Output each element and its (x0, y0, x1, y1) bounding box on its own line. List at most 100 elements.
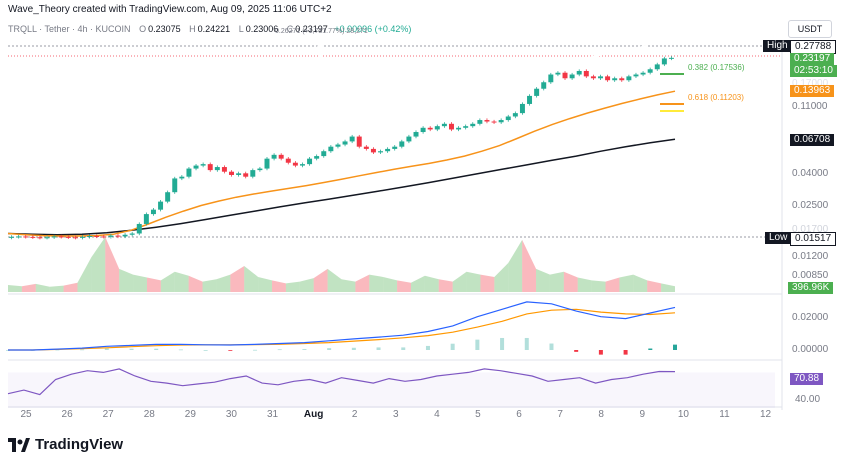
time-tick-28: 28 (143, 409, 155, 420)
time-tick-9: 9 (639, 409, 646, 420)
volume-segment (216, 274, 231, 292)
candle-body (51, 236, 57, 238)
volume-segment (202, 279, 217, 292)
volume-segment (105, 237, 120, 292)
macd-histogram-bar (549, 343, 554, 350)
volume-segment (508, 239, 523, 292)
volume-segment (49, 285, 64, 292)
chart-credit: Wave_Theory created with TradingView.com… (8, 4, 332, 15)
candle-body (179, 176, 185, 179)
low-label-tag: Low (765, 232, 792, 244)
volume-segment (438, 279, 453, 292)
candle-body (23, 236, 29, 238)
candle-body (576, 70, 582, 75)
volume-segment (230, 265, 245, 292)
candle-body (555, 72, 561, 75)
macd-signal-line (8, 308, 676, 351)
macd-histogram-bar (178, 349, 183, 351)
macd-histogram-bar (475, 339, 480, 350)
candle-body (470, 123, 476, 127)
volume-segment (383, 276, 398, 292)
time-tick-12: 12 (760, 409, 772, 420)
symbol-label[interactable]: TRQLL · Tether · 4h · KUCOIN (8, 24, 131, 34)
candle-body (136, 223, 142, 234)
volume-segment (397, 280, 411, 292)
rsi-value-tag: 70.88 (790, 373, 824, 385)
open-value: 0.23075 (148, 24, 181, 34)
time-tick-Aug: Aug (303, 409, 324, 420)
volume-segment (272, 280, 286, 292)
candle-body (108, 235, 114, 237)
candle-body (285, 158, 291, 163)
volume-segment (605, 277, 620, 292)
candle-body (406, 136, 412, 142)
sma-polyline (7, 138, 676, 236)
tick-0.00850: 0.00850 (792, 270, 829, 281)
volume-segment (77, 257, 92, 292)
macd-histogram-bar (500, 337, 505, 350)
candle-body (356, 136, 362, 147)
macd-histogram-bar (253, 349, 258, 351)
measure-label: 0.26271 (+1,731.77%) 28,271 (275, 28, 368, 35)
rsi-band (8, 372, 775, 408)
candle-body (654, 64, 660, 70)
candle-body (129, 233, 135, 235)
volume-segment (591, 280, 606, 292)
candle-body (661, 58, 667, 65)
time-tick-27: 27 (102, 409, 114, 420)
candle-body (370, 148, 376, 153)
volume-area (8, 237, 675, 292)
volume-segment (424, 275, 439, 292)
tick-0.17000: 0.17000 (792, 78, 829, 89)
macd-histogram-bar (302, 349, 307, 350)
candle-body (569, 74, 575, 79)
candle-body (519, 103, 525, 114)
sma-value-tag: 0.06708 (790, 134, 835, 146)
candle-body (527, 95, 533, 104)
candle-body (647, 69, 653, 73)
currency-button[interactable]: USDT (788, 20, 832, 38)
measure-arrow-head (315, 42, 325, 50)
volume-segment (35, 283, 50, 292)
macd-histogram-bar (450, 343, 455, 350)
candle-body (392, 146, 398, 149)
tick-0.02500: 0.02500 (792, 200, 829, 211)
high-value: 0.24221 (197, 24, 231, 34)
candle-body (87, 236, 93, 238)
macd-histogram-bar (327, 348, 332, 350)
volume-segment (633, 274, 648, 292)
time-tick-3: 3 (393, 409, 399, 420)
tradingview-logo: TradingView (8, 436, 123, 453)
ema-polyline (7, 90, 676, 237)
ema-value-tag: 0.13963 (790, 85, 835, 97)
time-tick-26: 26 (61, 409, 73, 420)
macd-line (8, 301, 676, 351)
macd-histogram-bar (129, 348, 134, 350)
macd-histogram-bar (277, 349, 282, 351)
tradingview-logo-text: TradingView (35, 436, 124, 453)
time-tick-10: 10 (677, 409, 689, 420)
volume-segment (174, 271, 189, 292)
macd-tick-0.02000: 0.02000 (792, 312, 829, 323)
candle-body (534, 88, 540, 96)
candles (9, 56, 674, 240)
candle-body (640, 72, 646, 75)
volume-value-tag: 396.96K (788, 282, 834, 294)
volume-segment (563, 271, 578, 292)
candle-body (363, 146, 369, 149)
candle-body (16, 236, 22, 238)
macd-histogram-bar (598, 350, 603, 355)
candle-body (37, 237, 43, 239)
volume-segment (341, 279, 356, 292)
volume-segment (188, 275, 203, 292)
macd-histogram-bar (154, 348, 159, 350)
volume-segment (160, 271, 175, 292)
macd-histogram-bar (351, 347, 356, 350)
macd-histogram-bar (574, 350, 579, 352)
time-tick-25: 25 (20, 409, 32, 420)
candle-body (94, 236, 100, 238)
open-label: O (139, 24, 147, 34)
tick-0.11000: 0.11000 (792, 101, 828, 112)
time-tick-4: 4 (434, 409, 440, 420)
